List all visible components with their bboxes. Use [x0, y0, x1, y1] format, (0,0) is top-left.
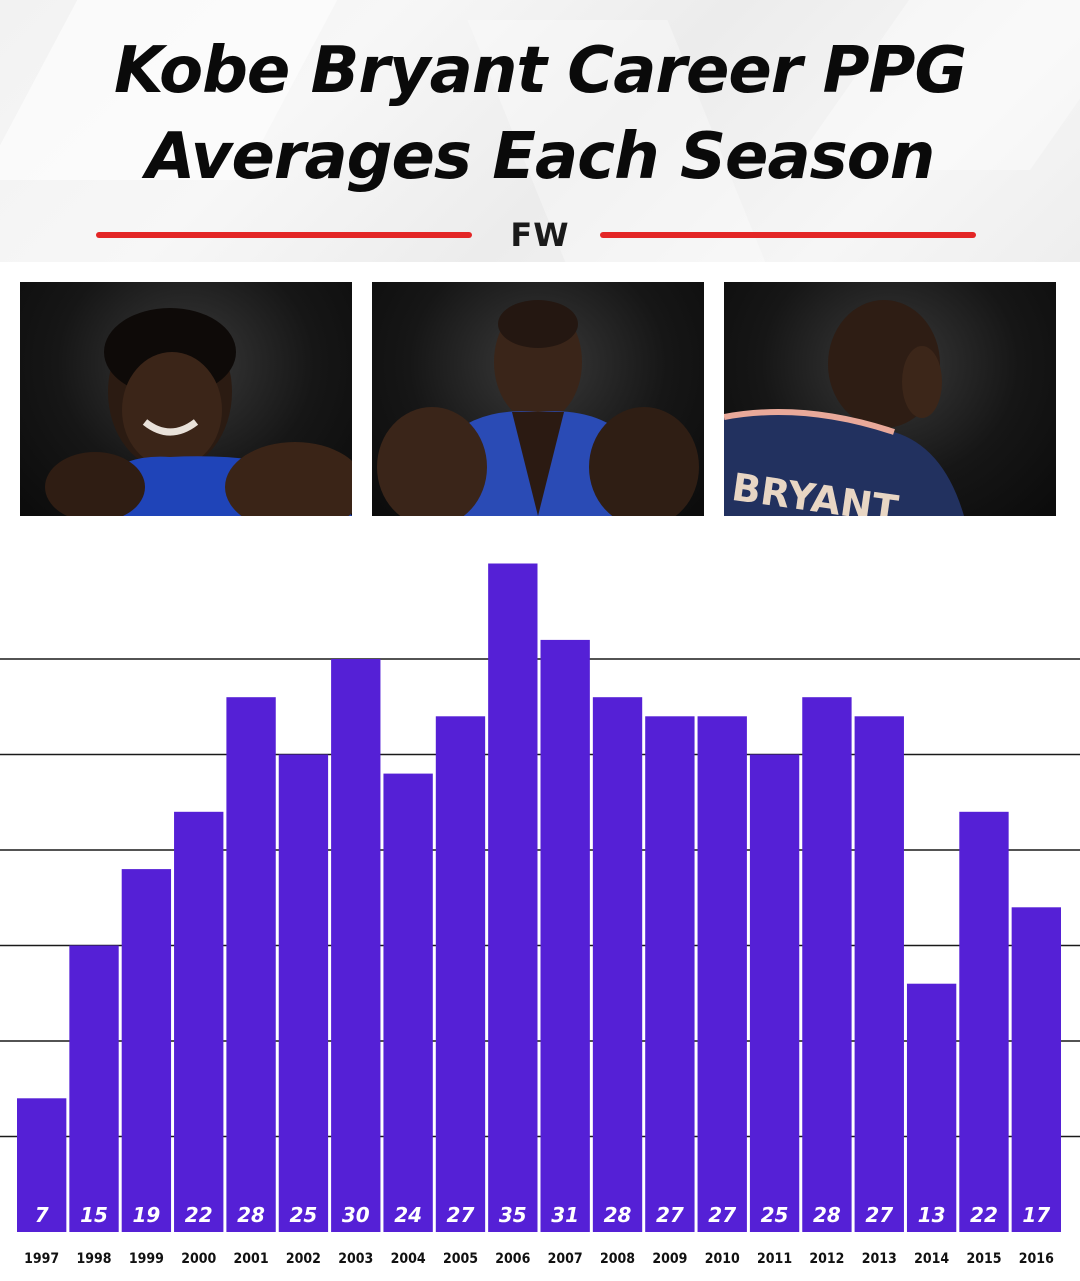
- x-tick-label: 1997: [24, 1251, 59, 1267]
- bar: [69, 945, 119, 1232]
- bar-value-label: 22: [185, 1203, 213, 1227]
- x-tick-label: 2003: [338, 1251, 373, 1267]
- bar: [121, 869, 172, 1232]
- bar-value-label: 15: [80, 1203, 108, 1227]
- bar: [435, 716, 486, 1232]
- x-tick-label: 2013: [862, 1251, 897, 1267]
- page-title: Kobe Bryant Career PPG Averages Each Sea…: [0, 28, 1080, 200]
- bar-value-label: 27: [865, 1203, 893, 1227]
- bar-value-label: 25: [290, 1203, 318, 1227]
- x-tick-label: 2004: [391, 1251, 426, 1267]
- bar: [383, 773, 433, 1232]
- divider-right: [600, 232, 976, 238]
- bar: [645, 716, 695, 1232]
- x-tick-label: 2012: [809, 1251, 844, 1267]
- header-banner: Kobe Bryant Career PPG Averages Each Sea…: [0, 0, 1080, 262]
- bar-value-label: 22: [970, 1203, 998, 1227]
- bar: [331, 659, 381, 1232]
- bar: [1011, 907, 1061, 1232]
- bar: [278, 754, 329, 1232]
- x-tick-label: 2008: [600, 1251, 635, 1267]
- bar-value-label: 24: [394, 1203, 422, 1227]
- title-line-2: Averages Each Season: [145, 120, 936, 194]
- player-photo-3: BRYANT: [724, 282, 1056, 516]
- x-tick-label: 2002: [286, 1251, 321, 1267]
- bar: [488, 563, 538, 1232]
- bar-value-label: 35: [499, 1203, 527, 1227]
- x-tick-label: 2006: [495, 1251, 530, 1267]
- bar-value-label: 30: [342, 1203, 370, 1227]
- bar: [592, 697, 643, 1232]
- bar-value-label: 31: [551, 1203, 579, 1227]
- bar-series: [17, 563, 1061, 1232]
- player-portrait-back-icon: BRYANT: [724, 300, 964, 516]
- bar: [906, 983, 957, 1232]
- player-photo-1: [20, 282, 352, 516]
- x-tick-label: 2014: [914, 1251, 949, 1267]
- bar: [959, 811, 1009, 1232]
- x-tick-label: 1999: [129, 1251, 164, 1267]
- brand-logo: FW: [510, 216, 570, 254]
- x-tick-label: 2001: [234, 1251, 269, 1267]
- bar: [854, 716, 904, 1232]
- title-line-1: Kobe Bryant Career PPG: [114, 34, 967, 108]
- bar-value-label: 19: [132, 1203, 160, 1227]
- x-tick-label: 2010: [705, 1251, 740, 1267]
- bar-value-label: 28: [604, 1203, 632, 1227]
- bar-value-label: 17: [1022, 1203, 1050, 1227]
- value-labels: 7 15 19 22 28 25 30 24 27 35 31 28 27 27 25 28 27 13 22 17: [35, 1203, 1051, 1227]
- bar-value-label: 28: [237, 1203, 265, 1227]
- x-axis-ticks: 1997 1998 1999 2000 2001 2002 2003 2004 2005 2006…: [24, 1251, 1054, 1267]
- player-portrait-front-icon: [377, 300, 699, 516]
- x-tick-label: 1998: [76, 1251, 111, 1267]
- x-tick-label: 2009: [652, 1251, 687, 1267]
- bar-value-label: 27: [656, 1203, 684, 1227]
- bar-value-label: 13: [918, 1203, 946, 1227]
- x-tick-label: 2015: [966, 1251, 1001, 1267]
- x-tick-label: 2007: [548, 1251, 583, 1267]
- bar: [802, 697, 852, 1232]
- bar-value-label: 25: [761, 1203, 789, 1227]
- player-photo-2: [372, 282, 704, 516]
- bar: [697, 716, 747, 1232]
- bar: [174, 811, 224, 1232]
- bar-value-label: 27: [447, 1203, 475, 1227]
- x-tick-label: 2016: [1019, 1251, 1054, 1267]
- bar-value-label: 7: [35, 1203, 49, 1227]
- bar: [749, 754, 800, 1232]
- x-tick-label: 2011: [757, 1251, 792, 1267]
- bar: [540, 639, 590, 1232]
- bar-value-label: 28: [813, 1203, 841, 1227]
- bar: [17, 1098, 67, 1232]
- divider-left: [96, 232, 472, 238]
- bar-value-label: 27: [708, 1203, 736, 1227]
- bar: [226, 697, 276, 1232]
- ppg-bar-chart: 7 15 19 22 28 25 30 24 27 35 31 28 27 27 25 28 27 13 22 17 …: [0, 563, 1080, 1267]
- x-tick-label: 2005: [443, 1251, 478, 1267]
- x-tick-label: 2000: [181, 1251, 216, 1267]
- player-portrait-smiling-icon: [45, 308, 352, 516]
